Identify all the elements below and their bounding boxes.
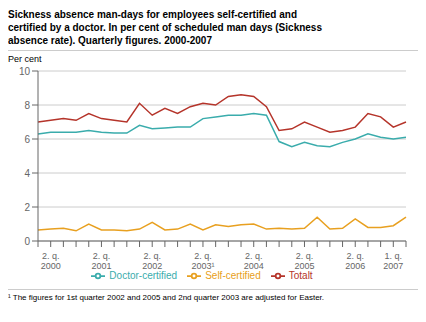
svg-text:6: 6: [24, 134, 30, 145]
svg-text:4: 4: [24, 168, 30, 179]
svg-text:2. q.2005: 2. q.2005: [294, 251, 314, 271]
html-text:Totalt: Totalt: [288, 269, 313, 281]
svg-text:2. q.2004: 2. q.2004: [244, 251, 264, 271]
html-text:¹ The figures for 1st quarter: ¹ The figures for 1st quarter 2002 and 2…: [8, 293, 325, 302]
html-text:Self-certified: Self-certified: [205, 269, 261, 281]
svg-text:2: 2: [24, 202, 30, 213]
svg-text:10: 10: [19, 66, 31, 77]
html-text:Per cent: Per cent: [8, 54, 42, 64]
svg-text:1. q.2007: 1. q.2007: [383, 251, 403, 271]
html-text:Doctor-certified: Doctor-certified: [109, 269, 178, 281]
html-text:Sickness absence man-days for: Sickness absence man-days for employees …: [8, 9, 322, 46]
svg-text:2. q.2000: 2. q.2000: [41, 251, 61, 271]
svg-text:8: 8: [24, 100, 30, 111]
svg-text:2. q.2003¹: 2. q.2003¹: [191, 251, 214, 271]
svg-text:2. q.2006: 2. q.2006: [345, 251, 365, 271]
svg-text:0: 0: [24, 236, 30, 247]
svg-text:2. q.2002: 2. q.2002: [142, 251, 162, 271]
svg-text:2. q.2001: 2. q.2001: [91, 251, 111, 271]
